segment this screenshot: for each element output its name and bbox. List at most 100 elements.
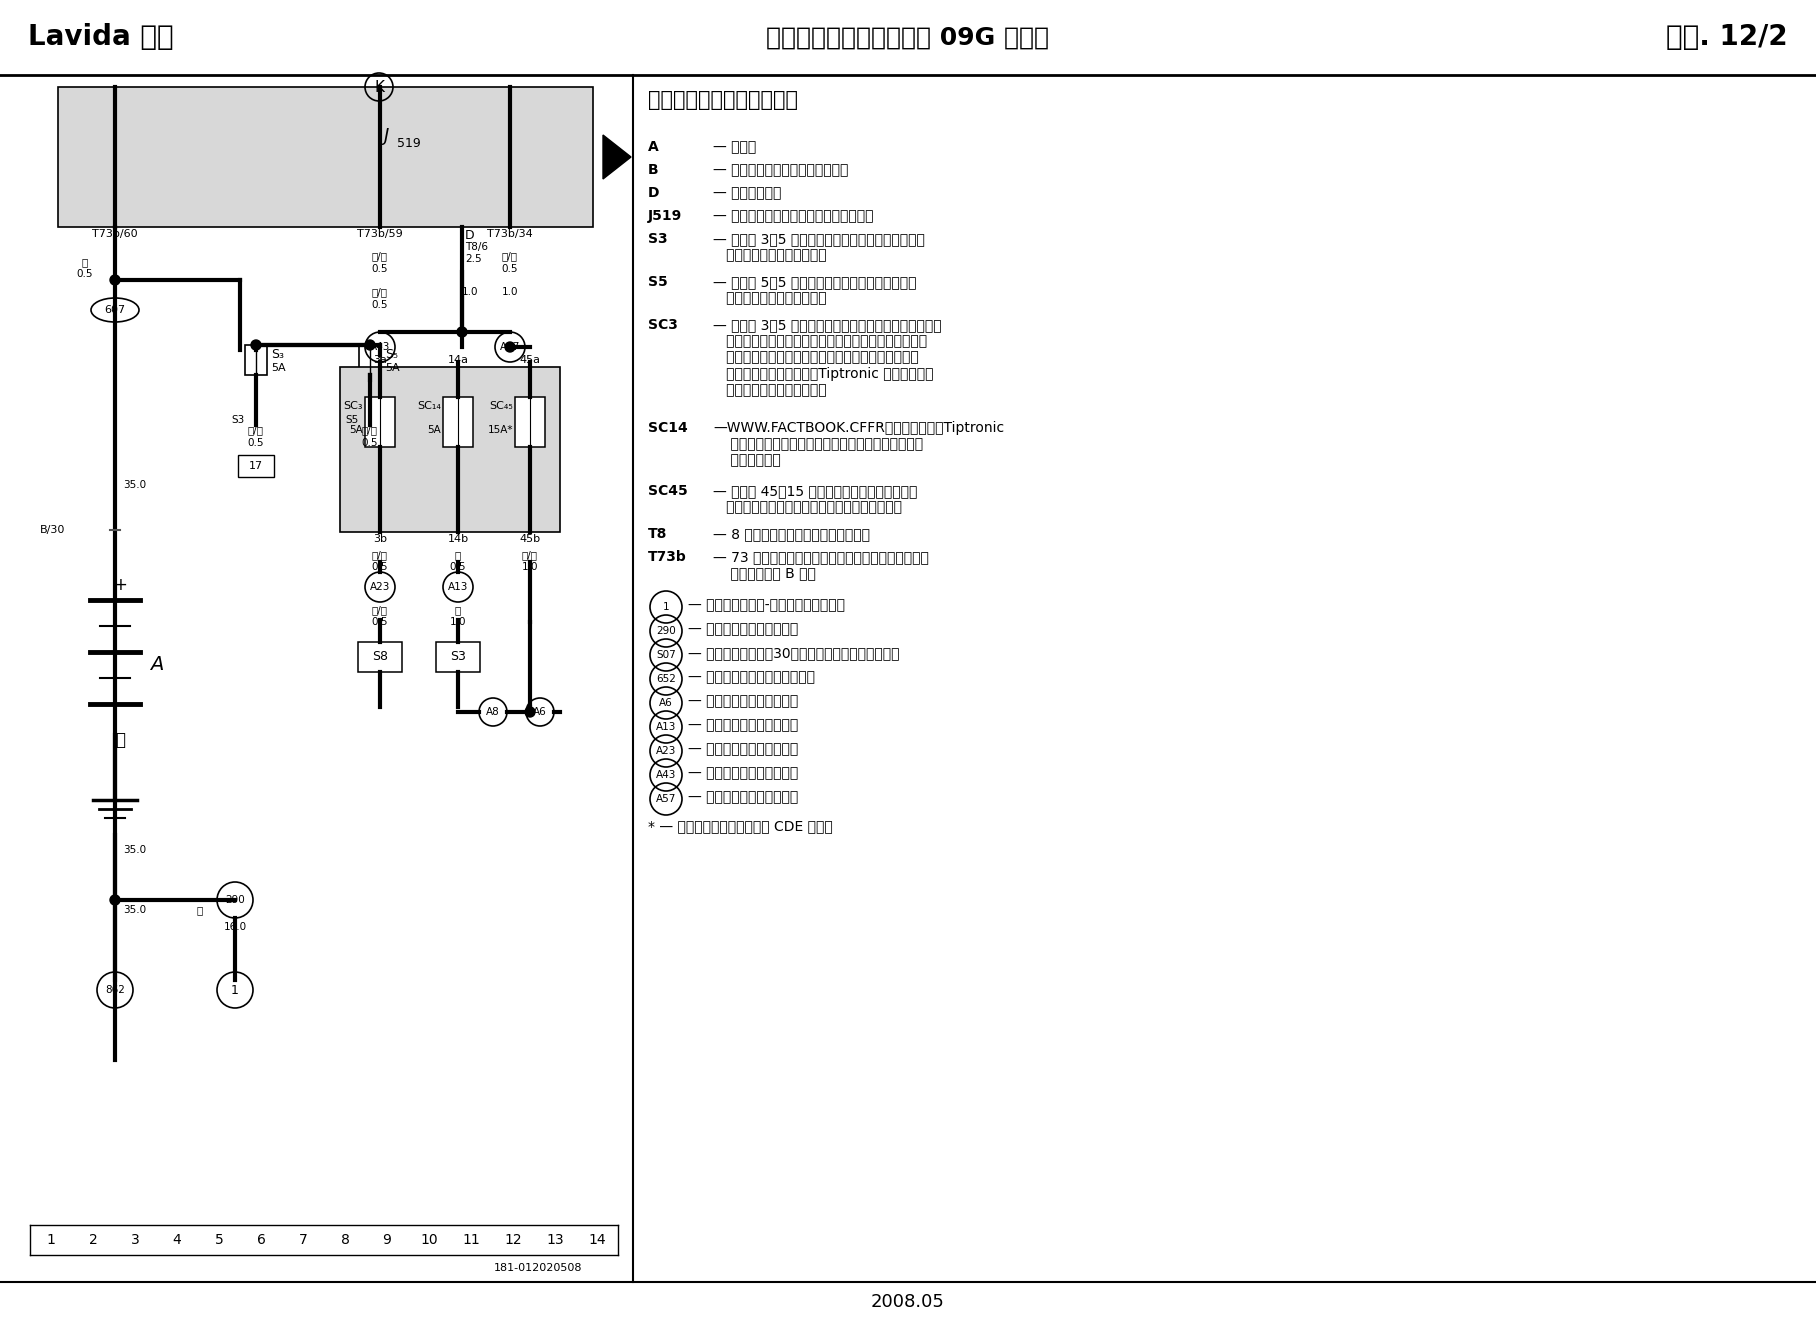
Text: — 保险丝 3，5 安培，空调器控制单元、后部车窗升降器
   取锁开关、后行李箱盖把手开锁按钮、车外后视镜加热
   按钮、收音机、左后车窗升降器开关、点烟器: — 保险丝 3，5 安培，空调器控制单元、后部车窗升降器 取锁开关、后行李箱盖把… (714, 319, 943, 397)
Circle shape (251, 340, 262, 350)
Text: 11: 11 (461, 1233, 479, 1247)
Text: T73b/59: T73b/59 (358, 229, 403, 239)
Text: A6: A6 (659, 698, 674, 709)
Text: A23: A23 (656, 746, 676, 756)
Text: 1: 1 (231, 984, 240, 997)
Text: 2: 2 (89, 1233, 98, 1247)
Text: －: － (114, 731, 125, 750)
Text: 14b: 14b (447, 534, 469, 543)
Text: 茶/蓝: 茶/蓝 (372, 251, 389, 260)
Text: — 连接线，在仪表板线束内: — 连接线，在仪表板线束内 (688, 742, 799, 756)
Text: S₅: S₅ (385, 349, 398, 361)
Text: — 保险丝 5，5 安培，车载网络控制单元保险丝，
   在蓄电池盖上保险丝支架上: — 保险丝 5，5 安培，车载网络控制单元保险丝， 在蓄电池盖上保险丝支架上 (714, 275, 917, 305)
Text: 茶/蓝: 茶/蓝 (372, 287, 389, 297)
Text: 8: 8 (341, 1233, 349, 1247)
Text: 16.0: 16.0 (223, 921, 247, 932)
Text: A43: A43 (370, 342, 390, 352)
Bar (245, 345, 267, 375)
Text: 灰/蓝: 灰/蓝 (501, 251, 518, 260)
Bar (360, 345, 381, 375)
Text: 1.0: 1.0 (521, 562, 538, 572)
Text: 35.0: 35.0 (123, 480, 145, 490)
Text: 652: 652 (656, 674, 676, 683)
Circle shape (505, 342, 516, 352)
Text: 6: 6 (256, 1233, 265, 1247)
Text: B/30: B/30 (40, 525, 65, 535)
Bar (238, 455, 274, 477)
Text: S3: S3 (231, 415, 245, 424)
Text: 1: 1 (663, 602, 670, 612)
Text: 5A: 5A (349, 424, 363, 435)
Text: — 连接线，在蓄电池线束内: — 连接线，在蓄电池线束内 (688, 621, 799, 636)
Text: 黑: 黑 (454, 550, 461, 561)
Text: S3: S3 (648, 231, 668, 246)
Text: SC₃: SC₃ (343, 401, 363, 411)
Text: 519: 519 (398, 137, 421, 149)
Text: 290: 290 (656, 627, 676, 636)
Text: K: K (374, 79, 383, 94)
Text: SC45: SC45 (648, 484, 688, 498)
Text: S3: S3 (450, 650, 467, 664)
Text: 7: 7 (298, 1233, 307, 1247)
Text: A13: A13 (449, 582, 469, 592)
Text: A: A (151, 656, 163, 674)
Text: B: B (648, 163, 659, 177)
Text: 0.5: 0.5 (361, 438, 378, 448)
Text: T8/6: T8/6 (465, 242, 489, 253)
Circle shape (525, 707, 536, 717)
Text: 1.0: 1.0 (461, 287, 478, 297)
Text: 黑/灰: 黑/灰 (521, 550, 538, 561)
Text: — 连接线，在仪表板线束内: — 连接线，在仪表板线束内 (688, 694, 799, 709)
Text: 茶/蓝: 茶/蓝 (372, 605, 389, 615)
Bar (340, 368, 559, 531)
Text: 35.0: 35.0 (123, 845, 145, 855)
Text: — 连接线，在仪表板线束内: — 连接线，在仪表板线束内 (688, 718, 799, 732)
Bar (0, 0, 1816, 75)
Text: 5A: 5A (385, 364, 400, 373)
Circle shape (458, 327, 467, 337)
Text: — 保险丝 3，5 安培，自动变速箱控制单元保险丝，
   在蓄电池盖上保险丝支架上: — 保险丝 3，5 安培，自动变速箱控制单元保险丝， 在蓄电池盖上保险丝支架上 (714, 231, 924, 262)
Text: 红/蓝: 红/蓝 (361, 424, 378, 435)
Text: T73b: T73b (648, 550, 686, 564)
Text: 3b: 3b (372, 534, 387, 543)
Text: D: D (465, 229, 474, 242)
Text: — 连接线，在仪表板线束内: — 连接线，在仪表板线束内 (688, 765, 799, 780)
Text: — 点火起动开关: — 点火起动开关 (714, 186, 781, 200)
Text: 5: 5 (214, 1233, 223, 1247)
Text: 1.0: 1.0 (501, 287, 518, 297)
Text: 862: 862 (105, 985, 125, 995)
Text: — 接地点，蓄电池-车身，在左前纵梁上: — 接地点，蓄电池-车身，在左前纵梁上 (688, 598, 844, 612)
Bar (358, 642, 401, 672)
Text: T73b/34: T73b/34 (487, 229, 532, 239)
Text: 35.0: 35.0 (123, 906, 145, 915)
Text: 2.5: 2.5 (465, 254, 481, 264)
Text: 15A*: 15A* (487, 424, 512, 435)
Text: 14: 14 (588, 1233, 607, 1247)
Text: 45b: 45b (519, 534, 541, 543)
Text: 0.5: 0.5 (372, 264, 389, 274)
Text: 黑: 黑 (454, 605, 461, 615)
Text: 14a: 14a (447, 356, 469, 365)
Text: SC14: SC14 (648, 420, 688, 435)
Text: A: A (648, 140, 659, 153)
Circle shape (365, 340, 374, 350)
Text: 0.5: 0.5 (372, 562, 389, 572)
Bar (443, 397, 472, 447)
Text: A67: A67 (499, 342, 519, 352)
Text: — 接地点，在起动机固定螺栓上: — 接地点，在起动机固定螺栓上 (688, 670, 815, 683)
Text: 13: 13 (547, 1233, 563, 1247)
Text: 12: 12 (505, 1233, 521, 1247)
Text: 3a: 3a (372, 356, 387, 365)
Text: 9: 9 (383, 1233, 392, 1247)
Text: S07: S07 (656, 650, 676, 660)
Text: +: + (113, 576, 127, 594)
Bar (58, 87, 594, 227)
Bar (516, 397, 545, 447)
Text: 六档自动变速箱标识字母 09G 电路图: 六档自动变速箱标识字母 09G 电路图 (766, 25, 1050, 49)
Text: 5A: 5A (427, 424, 441, 435)
Text: 607: 607 (105, 305, 125, 315)
Text: 5A: 5A (271, 364, 285, 373)
Text: A57: A57 (656, 795, 676, 804)
Circle shape (111, 275, 120, 286)
Text: A6: A6 (534, 707, 547, 717)
